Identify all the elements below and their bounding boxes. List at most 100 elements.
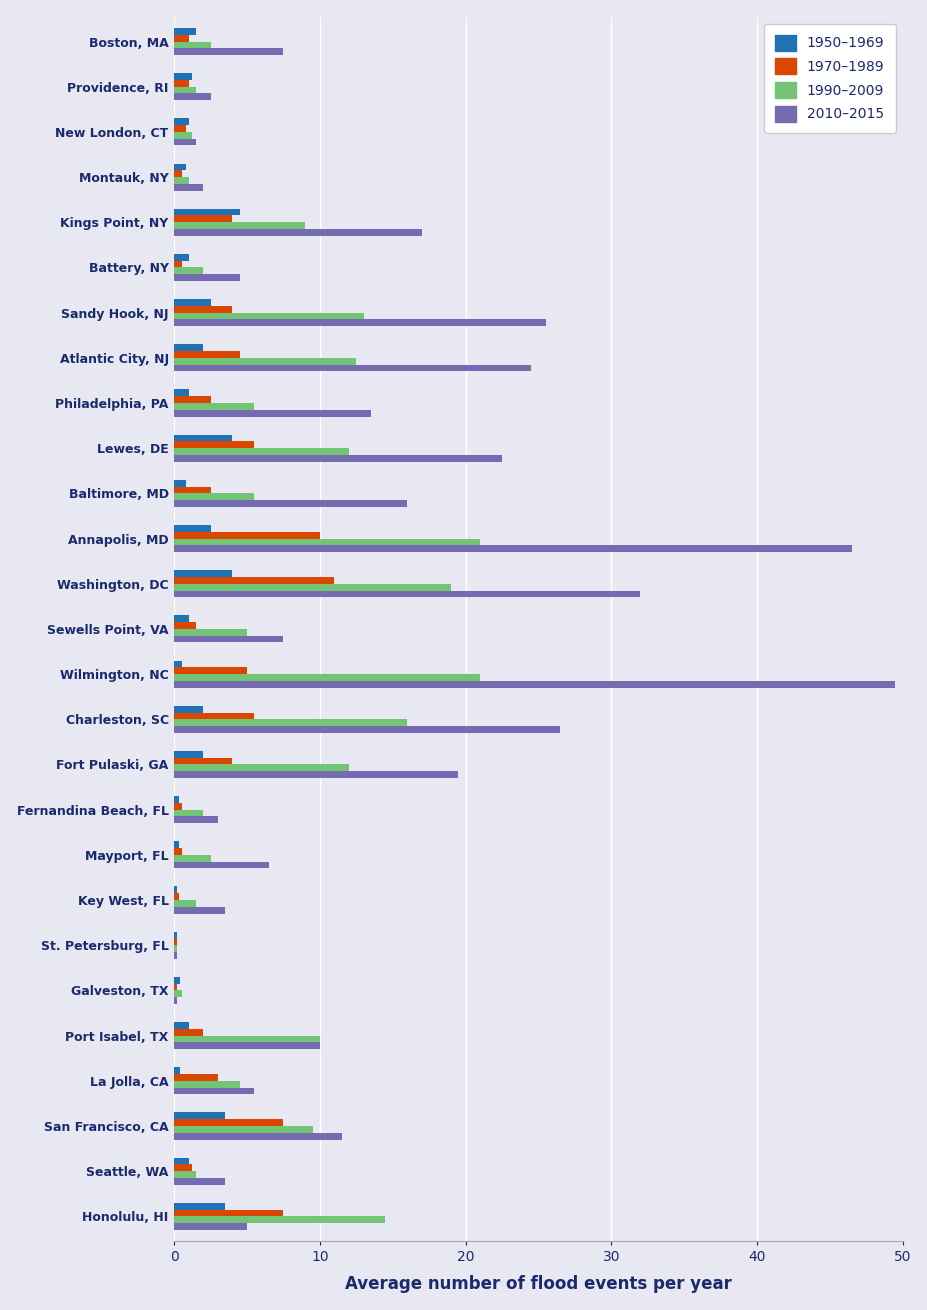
Bar <box>174 1068 180 1074</box>
Bar <box>174 305 233 313</box>
Bar <box>174 675 479 681</box>
Bar <box>174 42 210 48</box>
Bar <box>174 525 210 532</box>
Bar <box>174 1127 312 1133</box>
Bar <box>174 261 182 267</box>
Bar <box>174 80 188 86</box>
Bar <box>174 803 182 810</box>
Bar <box>174 448 349 455</box>
Bar <box>174 751 203 757</box>
Bar <box>174 931 177 938</box>
Bar <box>174 667 247 675</box>
Bar <box>174 435 233 441</box>
Bar <box>174 816 218 823</box>
Bar <box>174 1036 320 1043</box>
Bar <box>174 841 178 848</box>
Bar <box>174 622 196 629</box>
Bar <box>174 681 895 688</box>
Bar <box>174 320 545 326</box>
Bar <box>174 139 196 145</box>
Legend: 1950–1969, 1970–1989, 1990–2009, 2010–2015: 1950–1969, 1970–1989, 1990–2009, 2010–20… <box>763 24 895 132</box>
Bar <box>174 635 283 642</box>
Bar <box>174 862 269 869</box>
Bar <box>174 893 178 900</box>
Bar <box>174 1133 341 1140</box>
Bar <box>174 713 254 719</box>
Bar <box>174 1081 239 1087</box>
Bar <box>174 364 530 371</box>
Bar <box>174 274 239 282</box>
Bar <box>174 538 479 545</box>
Bar <box>174 410 371 417</box>
Bar <box>174 93 210 101</box>
X-axis label: Average number of flood events per year: Average number of flood events per year <box>345 1276 731 1293</box>
Bar <box>174 1043 320 1049</box>
Bar <box>174 1217 385 1224</box>
Bar <box>174 254 188 261</box>
Bar <box>174 1224 247 1230</box>
Bar <box>174 28 196 35</box>
Bar <box>174 772 458 778</box>
Bar <box>174 629 247 635</box>
Bar <box>174 990 182 997</box>
Bar <box>174 900 196 907</box>
Bar <box>174 494 254 500</box>
Bar <box>174 35 188 42</box>
Bar <box>174 660 182 667</box>
Bar <box>174 765 349 772</box>
Bar <box>174 796 178 803</box>
Bar <box>174 887 177 893</box>
Bar <box>174 719 407 726</box>
Bar <box>174 455 502 461</box>
Bar <box>174 486 210 494</box>
Bar <box>174 48 283 55</box>
Bar <box>174 267 203 274</box>
Bar <box>174 1074 218 1081</box>
Bar <box>174 591 640 597</box>
Bar <box>174 1022 188 1028</box>
Bar <box>174 500 407 507</box>
Bar <box>174 848 182 855</box>
Bar <box>174 1119 283 1127</box>
Bar <box>174 576 334 584</box>
Bar <box>174 164 185 170</box>
Bar <box>174 479 185 486</box>
Bar <box>174 441 254 448</box>
Bar <box>174 946 177 952</box>
Bar <box>174 810 203 816</box>
Bar <box>174 1028 203 1036</box>
Bar <box>174 351 239 358</box>
Bar <box>174 126 185 132</box>
Bar <box>174 984 177 990</box>
Bar <box>174 570 233 576</box>
Bar <box>174 358 356 364</box>
Bar <box>174 215 233 223</box>
Bar <box>174 183 203 191</box>
Bar <box>174 977 180 984</box>
Bar <box>174 938 177 946</box>
Bar <box>174 757 233 765</box>
Bar <box>174 616 188 622</box>
Bar <box>174 132 192 139</box>
Bar <box>174 177 188 183</box>
Bar <box>174 997 177 1003</box>
Bar <box>174 229 422 236</box>
Bar <box>174 396 210 403</box>
Bar <box>174 73 192 80</box>
Bar <box>174 855 210 862</box>
Bar <box>174 1171 196 1178</box>
Bar <box>174 952 177 959</box>
Bar <box>174 584 451 591</box>
Bar <box>174 170 182 177</box>
Bar <box>174 299 210 305</box>
Bar <box>174 907 225 913</box>
Bar <box>174 86 196 93</box>
Bar <box>174 1087 254 1094</box>
Bar <box>174 118 188 126</box>
Bar <box>174 706 203 713</box>
Bar <box>174 223 305 229</box>
Bar <box>174 403 254 410</box>
Bar <box>174 532 320 538</box>
Bar <box>174 1209 283 1217</box>
Bar <box>174 313 363 320</box>
